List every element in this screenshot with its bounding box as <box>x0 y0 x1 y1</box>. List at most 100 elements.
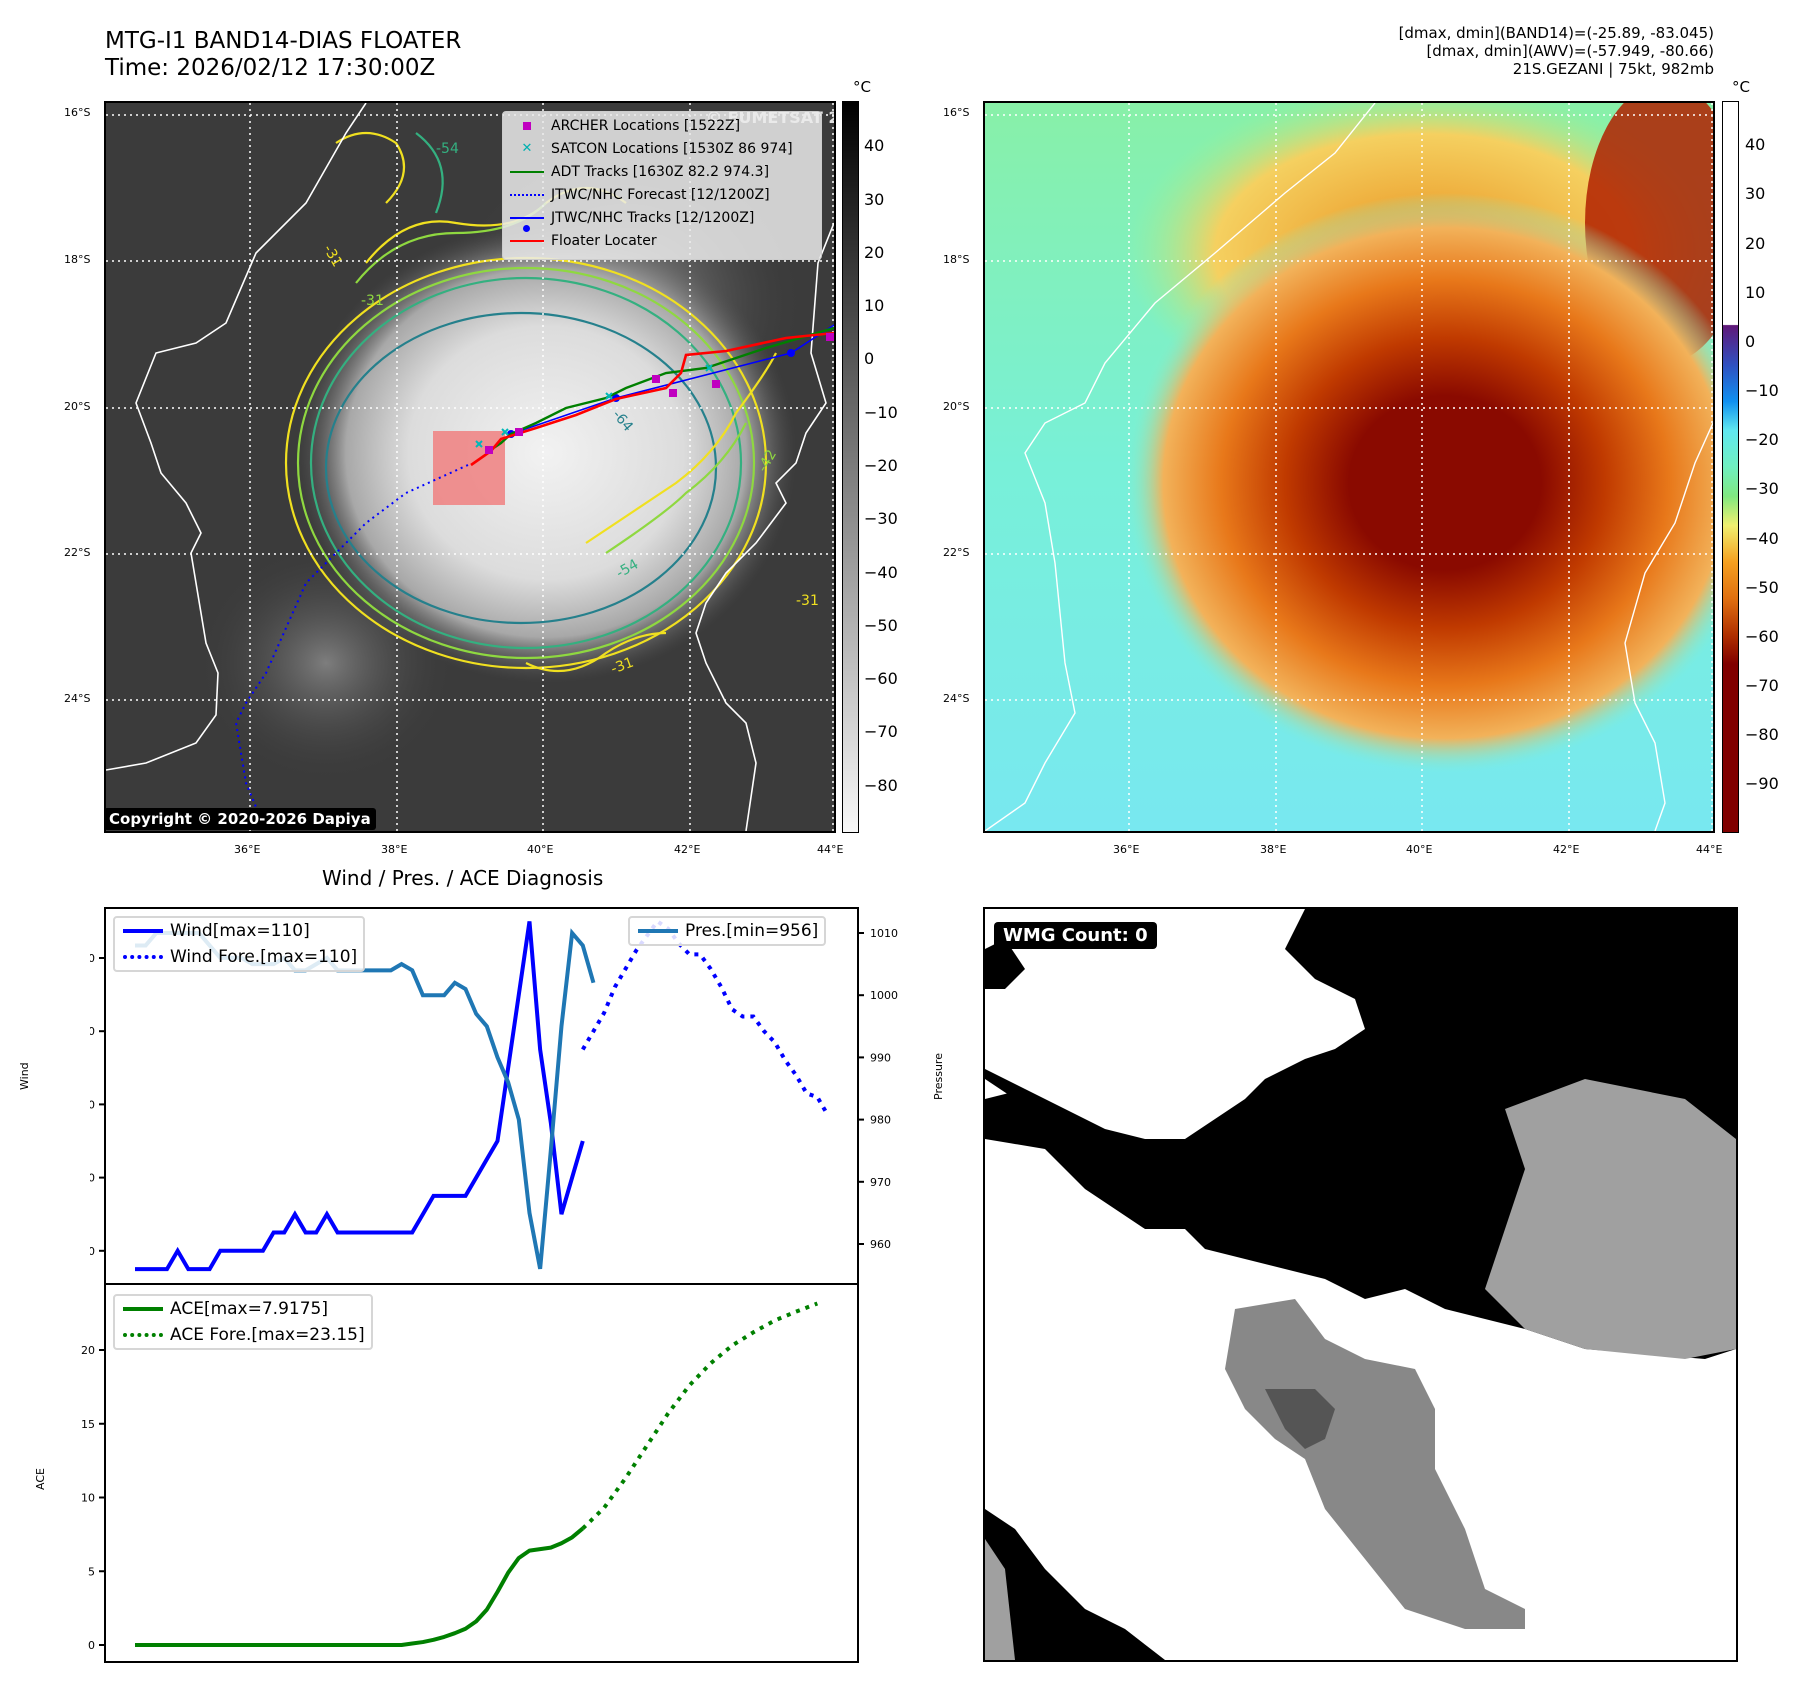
contour-label: -31 <box>361 293 384 309</box>
contour-label: -31 <box>796 593 819 609</box>
wmg-region-gray <box>1485 1079 1736 1359</box>
pressure-tick-label: 980 <box>870 1114 891 1127</box>
colorbar-tick-label: −80 <box>864 775 898 795</box>
pressure-legend: Pres.[min=956] <box>628 916 827 946</box>
ace-axis-label: ACE <box>34 1468 47 1490</box>
stats-block: [dmax, dmin](BAND14)=(-25.89, -83.045) [… <box>1399 24 1714 78</box>
contour-label: -54 <box>436 141 459 157</box>
wmg-region-darkest <box>1265 1389 1335 1449</box>
legend-pressure: Pres.[min=956] <box>630 918 824 944</box>
lat-tick-label: 24°S <box>64 692 91 705</box>
colorbar-tick-label: 40 <box>1745 135 1766 155</box>
colorbar-right <box>1722 101 1739 833</box>
series-line-2 <box>135 928 596 1270</box>
colorbar-tick-label: −60 <box>864 669 898 689</box>
wmg-panel[interactable] <box>983 907 1738 1662</box>
floater-track <box>470 331 834 467</box>
lon-tick-label: 44°E <box>1696 843 1723 856</box>
lat-tick-label: 16°S <box>64 106 91 119</box>
lon-tick-label: 42°E <box>1553 843 1580 856</box>
colorbar-tick-label: 40 <box>864 136 885 156</box>
wmg-count-badge: WMG Count: 0 <box>994 922 1157 949</box>
ir-map-panel[interactable]: © EUMETSAT 2026 -54 -31 -31 -64 -54 -31 … <box>104 101 836 833</box>
colorbar-tick-label: −30 <box>864 509 898 529</box>
lat-tick-label: 22°S <box>64 546 91 559</box>
figure-title: MTG-I1 BAND14-DIAS FLOATER Time: 2026/02/… <box>105 28 461 82</box>
awv-map-panel[interactable] <box>983 101 1715 833</box>
square-marker-icon <box>503 121 551 130</box>
lat-tick-label: 20°S <box>64 400 91 413</box>
dotted-line-icon <box>115 1333 170 1337</box>
map-gridlines <box>985 103 1713 831</box>
ace-chart: 0 5 10 15 20 <box>81 1283 859 1663</box>
legend-floater: Floater Locater <box>503 229 821 252</box>
colorbar-tick-label: −90 <box>1745 774 1779 794</box>
lat-tick-label: 18°S <box>943 253 970 266</box>
colorbar-tick-label: 10 <box>1745 282 1766 302</box>
colorbar-left <box>842 101 859 833</box>
colorbar-tick-label: −40 <box>864 562 898 582</box>
coastline-madagascar <box>695 222 834 831</box>
copyright-badge: Copyright © 2020-2026 Dapiya <box>104 808 376 830</box>
legend-wind: Wind[max=110] <box>115 918 363 944</box>
pressure-tick-label: 990 <box>870 1051 891 1064</box>
floater-locater-box <box>433 431 505 505</box>
wind-legend: Wind[max=110] Wind Fore.[max=110] <box>113 916 366 972</box>
stats-band14: [dmax, dmin](BAND14)=(-25.89, -83.045) <box>1398 24 1714 42</box>
awv-map-canvas <box>985 103 1713 831</box>
ace-series-line-1 <box>581 1301 819 1530</box>
legend-ace: ACE[max=7.9175] <box>115 1296 371 1322</box>
pressure-tick-label: 970 <box>870 1176 891 1189</box>
stats-awv: [dmax, dmin](AWV)=(-57.949, -80.66) <box>1426 42 1714 60</box>
wind-tick-label: 20 <box>90 1245 95 1258</box>
diagnosis-title: Wind / Pres. / ACE Diagnosis <box>322 866 604 890</box>
ace-tick-label: 20 <box>81 1344 95 1357</box>
lat-tick-label: 22°S <box>943 546 970 559</box>
lat-tick-label: 16°S <box>943 106 970 119</box>
legend-archer: ARCHER Locations [1522Z] <box>503 114 821 137</box>
colorbar-tick-label: −50 <box>864 615 898 635</box>
lon-tick-label: 42°E <box>674 843 701 856</box>
colorbar-tick-label: −80 <box>1745 725 1779 745</box>
lon-tick-label: 44°E <box>817 843 844 856</box>
ace-series-line-0 <box>135 1526 585 1647</box>
title-line-2: Time: 2026/02/12 17:30:00Z <box>105 55 436 81</box>
dotted-line-icon <box>503 193 551 196</box>
lat-tick-label: 24°S <box>943 692 970 705</box>
ace-tick-label: 5 <box>88 1565 95 1578</box>
lat-tick-label: 20°S <box>943 400 970 413</box>
coastline-madagascar <box>1624 422 1713 831</box>
legend-wind-forecast: Wind Fore.[max=110] <box>115 944 363 970</box>
legend-ace-forecast: ACE Fore.[max=23.15] <box>115 1322 371 1348</box>
plot-frame <box>104 1283 859 1663</box>
colorbar-tick-label: 20 <box>864 242 885 262</box>
line-dot-icon <box>503 216 551 232</box>
storm-info: 21S.GEZANI | 75kt, 982mb <box>1512 60 1714 78</box>
colorbar-tick-label: −40 <box>1745 528 1779 548</box>
legend-jtwc-forecast: JTWC/NHC Forecast [12/1200Z] <box>503 183 821 206</box>
colorbar-tick-label: 20 <box>1745 233 1766 253</box>
wmg-canvas <box>985 909 1736 1660</box>
wind-tick-label: 100 <box>90 952 95 965</box>
pressure-tick-label: 1010 <box>870 927 898 940</box>
solid-line-icon <box>630 929 685 933</box>
colorbar-tick-label: 0 <box>864 349 875 369</box>
colorbar-tick-label: −30 <box>1745 479 1779 499</box>
coastline <box>106 103 367 771</box>
ace-tick-label: 10 <box>81 1492 95 1505</box>
lon-tick-label: 40°E <box>527 843 554 856</box>
pressure-axis-label: Pressure <box>932 1053 945 1100</box>
colorbar-tick-label: 0 <box>1745 331 1756 351</box>
series-line-0 <box>135 921 585 1272</box>
colorbar-unit-left: °C <box>853 78 871 96</box>
colorbar-tick-label: −20 <box>1745 430 1779 450</box>
lon-tick-label: 40°E <box>1406 843 1433 856</box>
storm-moisture-core <box>1125 193 1713 773</box>
wind-axis-label: Wind <box>18 1062 31 1090</box>
map-legend: ARCHER Locations [1522Z] ✕ SATCON Locatio… <box>502 111 822 260</box>
legend-satcon: ✕ SATCON Locations [1530Z 86 974] <box>503 137 821 160</box>
colorbar-tick-label: 30 <box>864 189 885 209</box>
x-marker-icon: ✕ <box>521 141 533 156</box>
colorbar-tick-label: 30 <box>1745 184 1766 204</box>
lon-tick-label: 38°E <box>1260 843 1287 856</box>
